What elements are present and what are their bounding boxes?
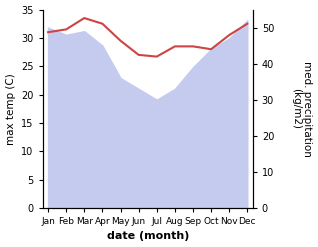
X-axis label: date (month): date (month) bbox=[107, 231, 189, 242]
Y-axis label: med. precipitation
(kg/m2): med. precipitation (kg/m2) bbox=[291, 61, 313, 157]
Y-axis label: max temp (C): max temp (C) bbox=[5, 73, 16, 144]
